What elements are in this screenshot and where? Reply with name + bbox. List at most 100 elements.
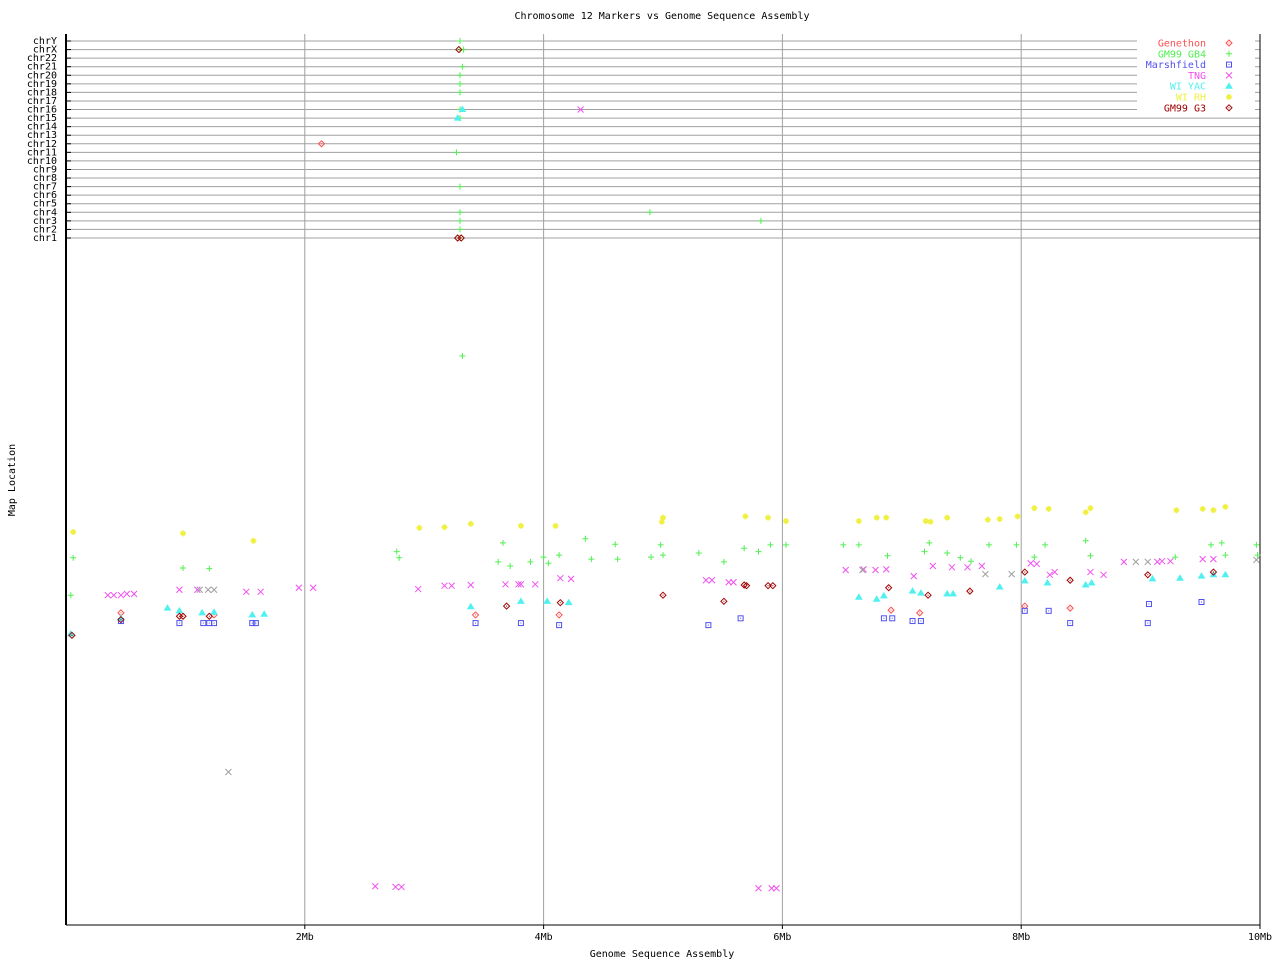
gm99-gb4-point	[1172, 554, 1179, 561]
tng-point	[414, 585, 422, 593]
gm99-g3-point	[966, 587, 974, 595]
wi-rh-point	[742, 513, 749, 520]
chromosome-label: chr1	[33, 233, 57, 244]
tng-point	[517, 580, 525, 588]
wi-yac-point	[1043, 578, 1052, 586]
tng-point	[448, 582, 456, 590]
x-axis-label: Genome Sequence Assembly	[590, 949, 735, 960]
wi-rh-point	[1087, 505, 1094, 512]
tng-point	[773, 884, 780, 892]
gm99-gb4-point	[545, 560, 552, 567]
gm99-gb4-point	[507, 562, 514, 569]
wi-rh-point	[441, 524, 448, 531]
wi-rh-point	[180, 530, 187, 537]
gm99-g3-point	[769, 581, 777, 590]
gm99-g3-point	[659, 591, 667, 599]
wi-yac-point	[1087, 578, 1096, 586]
tng-point	[123, 590, 131, 598]
marshfield-point	[472, 620, 479, 627]
gm99-gb4-point	[1082, 537, 1089, 544]
wi-yac-point	[872, 595, 881, 602]
gm99-gb4-point	[660, 552, 666, 559]
marshfield-point	[206, 620, 213, 627]
tng-point	[1033, 560, 1041, 568]
gm99-gb4-point	[1222, 552, 1229, 559]
genethon-point	[471, 611, 480, 619]
legend-label: GM99 GB4	[1158, 49, 1206, 60]
wi-rh-point	[660, 514, 666, 521]
marshfield-point	[1067, 620, 1074, 627]
tng-point	[110, 591, 118, 599]
gm99-gb4-point	[582, 535, 589, 542]
unlabeled-point	[196, 586, 204, 594]
gm99-g3-point	[1066, 576, 1074, 584]
legend-label: WI YAC	[1170, 82, 1206, 93]
gm99-gb4-point	[755, 548, 762, 555]
tng-point	[467, 581, 475, 589]
chromosome-label: chr6	[33, 190, 57, 201]
tng-point	[515, 580, 522, 588]
wi-rh-point	[517, 522, 524, 529]
tng-point	[117, 591, 125, 599]
tng-point	[948, 563, 956, 571]
unlabeled-point	[210, 586, 218, 594]
wi-rh-point	[944, 514, 951, 521]
gm99-gb4-point	[1087, 552, 1094, 559]
wi-rh-point	[984, 516, 991, 523]
wi-yac-point	[880, 591, 888, 599]
tng-point	[702, 576, 710, 584]
wi-rh-point	[1014, 513, 1021, 520]
gm99-gb4-point	[459, 352, 466, 359]
chromosome-label: chr14	[27, 122, 57, 133]
wi-yac-point	[564, 598, 573, 606]
gm99-gb4-chromosome-hit	[646, 209, 653, 216]
unlabeled-point	[1008, 570, 1016, 578]
tng-point	[1100, 571, 1107, 579]
gm99-gb4-point	[614, 556, 621, 563]
gm99-g3-point	[117, 615, 125, 624]
gm99-gb4-chromosome-hit	[457, 226, 464, 233]
legend-background	[1137, 36, 1255, 114]
tng-point	[964, 563, 971, 571]
chromosome-label: chr8	[33, 173, 57, 184]
wi-yac-point	[943, 589, 952, 597]
gm99-gb4-chromosome-hit	[457, 209, 464, 216]
legend-marker	[1225, 39, 1233, 47]
chart-title: Chromosome 12 Markers vs Genome Sequence…	[514, 11, 809, 22]
gm99-gb4-chromosome-hit	[457, 72, 464, 79]
unlabeled-point	[204, 586, 212, 594]
gm99-g3-point	[924, 591, 932, 599]
chromosome-label: chrX	[33, 45, 57, 56]
chromosome-label: chr4	[33, 207, 57, 218]
gm99-gb4-point	[393, 548, 400, 555]
x-tick-label: 8Mb	[1012, 932, 1030, 943]
chromosome-label: chr22	[27, 53, 57, 64]
wi-rh-point	[927, 518, 934, 525]
gm99-gb4-chromosome-hit	[457, 89, 464, 96]
x-tick-label: 4Mb	[535, 932, 553, 943]
marshfield-point	[880, 615, 887, 622]
tng-point	[130, 590, 138, 598]
tng-point	[371, 882, 379, 890]
gm99-gb4-point	[612, 541, 619, 548]
gm99-g3-point	[556, 598, 565, 607]
gm99-gb4-chromosome-hit	[457, 183, 464, 190]
wi-rh-point	[1031, 505, 1038, 512]
chromosome-label: chr9	[33, 164, 57, 175]
x-tick-label: 2Mb	[296, 932, 314, 943]
tng-point	[842, 566, 850, 574]
gm99-g3-point	[764, 581, 772, 590]
wi-rh-point	[1045, 505, 1052, 512]
wi-rh-point	[1199, 505, 1206, 512]
marshfield-point	[252, 620, 259, 627]
chromosome-label: chrY	[33, 36, 57, 47]
gm99-g3-point	[179, 612, 187, 620]
wi-yac-point	[908, 587, 917, 594]
gm99-gb4-point	[67, 592, 74, 599]
genethon-point	[887, 606, 895, 614]
gm99-gb4-point	[540, 554, 547, 561]
tng-point	[531, 580, 539, 588]
gm99-g3-point	[720, 597, 728, 606]
